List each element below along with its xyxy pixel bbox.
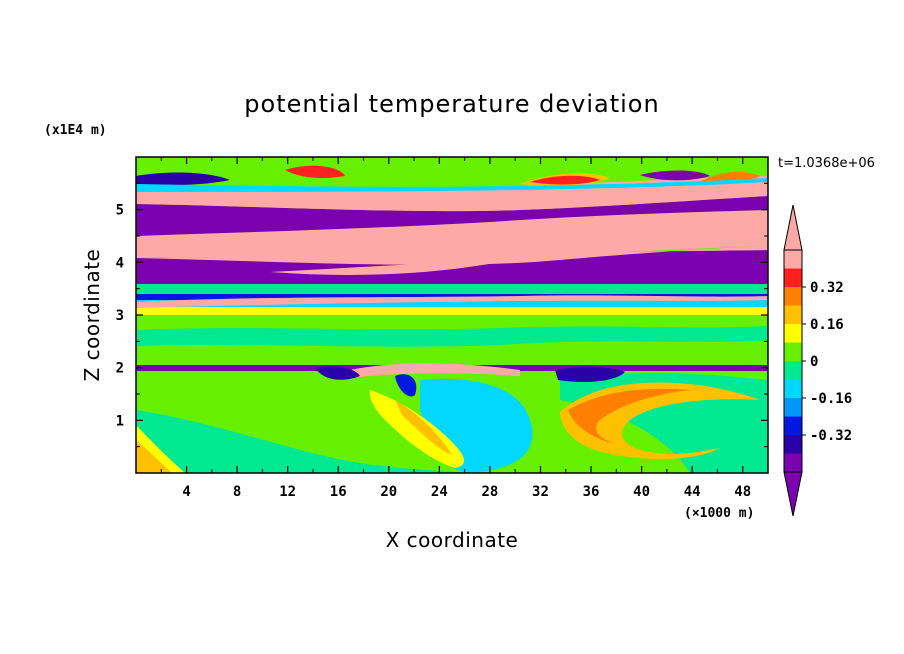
time-label: t=1.0368e+06 xyxy=(778,156,875,171)
field-lower-cyan-region xyxy=(136,410,470,473)
x-tick-label: 36 xyxy=(583,484,600,500)
field-orange-lobe-left xyxy=(136,440,172,473)
x-tick-label: 28 xyxy=(481,484,498,500)
x-tick-label: 8 xyxy=(233,484,241,500)
x-tick-label: 48 xyxy=(734,484,751,500)
x-tick-label: 32 xyxy=(532,484,549,500)
colorbar: 0.32 0.16 0 -0.16 -0.32 xyxy=(783,204,852,517)
colorbar-box xyxy=(784,379,802,398)
field-blue-blob-left xyxy=(395,374,417,397)
colorbar-box xyxy=(784,453,802,472)
y-axis-ticks: 1 2 3 4 5 xyxy=(116,182,768,448)
field-red-top-1 xyxy=(285,165,345,178)
x-tick-label: 44 xyxy=(684,484,701,500)
x-tick-label: 12 xyxy=(279,484,296,500)
colorbar-tick-label: 0 xyxy=(810,354,818,370)
colorbar-box xyxy=(784,268,802,287)
colorbar-tick-label: -0.16 xyxy=(810,391,852,407)
y-tick-label: 5 xyxy=(116,203,124,219)
colorbar-tick-label: 0.32 xyxy=(810,280,844,296)
colorbar-tick-label: 0.16 xyxy=(810,317,844,333)
field-stripe-green xyxy=(136,284,768,294)
y-tick-label: 2 xyxy=(116,361,124,377)
field-red-top-3 xyxy=(530,175,600,185)
contour-field xyxy=(136,157,768,473)
y-tick-label: 3 xyxy=(116,308,124,324)
x-tick-label: 4 xyxy=(182,484,190,500)
colorbar-box xyxy=(784,287,802,306)
field-purple-blob-z2 xyxy=(555,366,625,382)
chart-title: potential temperature deviation xyxy=(244,90,659,118)
colorbar-extend-top xyxy=(783,204,803,251)
y-axis-label: Z coordinate xyxy=(80,249,104,382)
colorbar-box xyxy=(784,324,802,343)
x-axis-unit: (×1000 m) xyxy=(684,506,754,521)
x-tick-label: 20 xyxy=(380,484,397,500)
y-axis-unit: (x1E4 m) xyxy=(44,123,107,138)
colorbar-box xyxy=(784,342,802,361)
field-green-patch-1 xyxy=(136,326,768,347)
colorbar-extend-bottom xyxy=(783,471,803,517)
field-cyan-top-band xyxy=(136,178,768,192)
field-stripe-yellow xyxy=(136,307,768,315)
field-pink-layer-mid xyxy=(136,210,768,259)
x-axis-label: X coordinate xyxy=(386,528,519,552)
colorbar-box xyxy=(784,416,802,435)
colorbar-box xyxy=(784,435,802,454)
y-tick-label: 1 xyxy=(116,413,124,429)
field-purple-layer-mid xyxy=(136,196,768,236)
field-pink-bump-z2 xyxy=(350,363,520,378)
colorbar-box xyxy=(784,361,802,380)
field-purple-top-5 xyxy=(640,170,710,181)
field-red-lobe-right xyxy=(568,388,690,445)
colorbar-box xyxy=(784,250,802,269)
colorbar-box xyxy=(784,305,802,324)
x-tick-label: 40 xyxy=(633,484,650,500)
x-tick-label: 16 xyxy=(330,484,347,500)
field-stripe-cyan xyxy=(136,300,768,307)
field-purple-top-left xyxy=(136,172,230,186)
x-axis-ticks: 4 8 12 16 20 24 28 32 36 40 44 48 xyxy=(160,157,751,500)
x-tick-label: 24 xyxy=(431,484,448,500)
y-tick-label: 4 xyxy=(116,255,124,271)
field-pink-wedge xyxy=(270,262,500,275)
field-stripe-pink xyxy=(136,295,768,308)
colorbar-box xyxy=(784,398,802,417)
colorbar-tick-label: -0.32 xyxy=(810,428,852,444)
field-purple-blob-z2b xyxy=(315,366,360,380)
field-orange-lobe-mid xyxy=(395,400,452,455)
